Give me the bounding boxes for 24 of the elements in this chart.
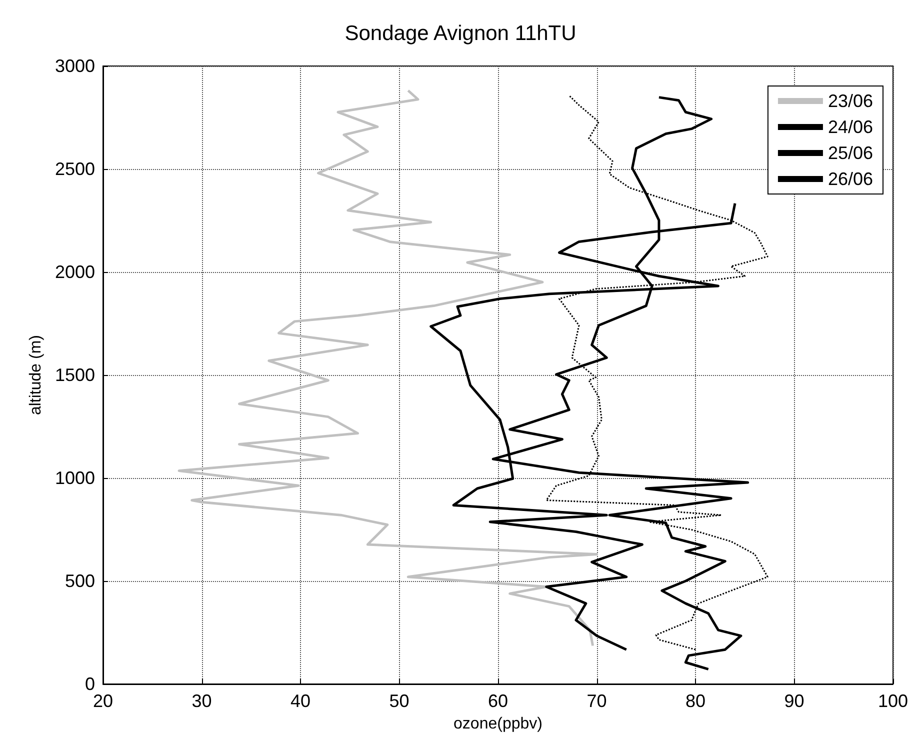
- x-tick-label: 70: [586, 691, 607, 711]
- legend-label: 26/06: [828, 169, 874, 189]
- y-tick-label: 0: [84, 674, 95, 694]
- x-tick-label: 60: [488, 691, 508, 711]
- line-series: [178, 89, 598, 647]
- x-axis-title: ozone(ppbv): [454, 716, 542, 732]
- y-tick-label: 2000: [54, 262, 95, 282]
- y-tick-label: 2500: [54, 159, 95, 179]
- legend-label: 24/06: [828, 117, 874, 137]
- chart-title: Sondage Avignon 11hTU: [344, 22, 576, 45]
- legend-label: 25/06: [828, 143, 874, 163]
- y-tick-label: 3000: [54, 56, 95, 76]
- x-tick-label: 80: [685, 691, 706, 711]
- x-tick-label: 90: [784, 691, 804, 711]
- x-tick-label: 40: [290, 691, 311, 711]
- y-tick-label: 1000: [54, 468, 95, 488]
- x-tick-label: 100: [878, 691, 908, 711]
- legend-label: 23/06: [828, 91, 874, 111]
- y-tick-label: 1500: [54, 365, 95, 385]
- x-tick-label: 50: [389, 691, 410, 711]
- y-tick-label: 500: [64, 571, 95, 591]
- x-tick-label: 20: [92, 691, 114, 711]
- y-axis-title: altitude (m): [28, 334, 45, 416]
- x-tick-label: 30: [192, 691, 212, 711]
